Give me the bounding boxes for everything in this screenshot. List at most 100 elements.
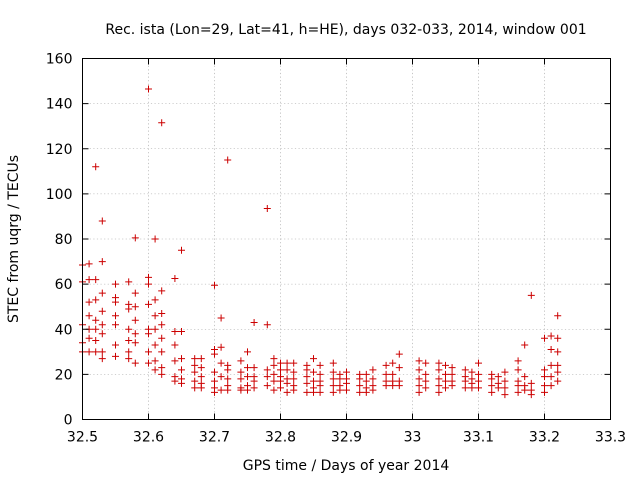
data-point bbox=[369, 375, 377, 383]
data-point bbox=[514, 388, 522, 396]
data-point bbox=[283, 359, 291, 367]
data-point bbox=[197, 384, 205, 392]
data-point bbox=[178, 355, 185, 363]
data-point bbox=[448, 364, 456, 372]
data-point bbox=[158, 370, 166, 378]
data-point bbox=[92, 325, 100, 333]
data-point bbox=[541, 334, 548, 342]
x-tick-label: 32.7 bbox=[199, 430, 230, 446]
data-point bbox=[336, 375, 344, 383]
data-point bbox=[224, 156, 232, 164]
data-point bbox=[277, 384, 284, 392]
data-point bbox=[422, 359, 430, 367]
data-point bbox=[395, 382, 403, 390]
data-point bbox=[244, 386, 251, 394]
data-point bbox=[277, 366, 284, 374]
data-point bbox=[369, 386, 377, 394]
data-point bbox=[151, 296, 159, 304]
data-point bbox=[191, 368, 199, 376]
data-point bbox=[521, 341, 529, 349]
data-point bbox=[382, 370, 390, 378]
data-point bbox=[329, 388, 337, 396]
data-point bbox=[131, 316, 139, 324]
data-point bbox=[356, 382, 364, 390]
data-point bbox=[178, 246, 185, 254]
data-point bbox=[494, 384, 502, 392]
x-tick-label: 33.2 bbox=[529, 430, 560, 446]
data-point bbox=[92, 316, 100, 324]
y-tick-label: 0 bbox=[64, 413, 73, 429]
data-point bbox=[131, 303, 139, 311]
x-tick-label: 32.5 bbox=[67, 430, 98, 446]
data-point bbox=[92, 337, 100, 345]
y-tick-label: 160 bbox=[46, 52, 73, 68]
data-point bbox=[244, 364, 251, 372]
data-point bbox=[270, 377, 278, 385]
data-point bbox=[389, 382, 397, 390]
data-point bbox=[514, 357, 522, 365]
data-point bbox=[422, 370, 430, 378]
data-point bbox=[98, 348, 106, 356]
data-point bbox=[250, 364, 258, 372]
x-tick-label: 32.8 bbox=[265, 430, 296, 446]
data-point bbox=[197, 355, 205, 363]
data-point bbox=[422, 377, 430, 385]
data-point bbox=[521, 386, 529, 394]
data-point bbox=[92, 276, 100, 284]
data-point bbox=[382, 382, 390, 390]
data-point bbox=[547, 361, 555, 369]
data-point bbox=[290, 368, 298, 376]
data-point bbox=[488, 388, 496, 396]
data-point bbox=[244, 348, 251, 356]
data-point bbox=[475, 359, 482, 367]
data-point bbox=[112, 352, 119, 360]
data-point bbox=[277, 359, 284, 367]
data-point bbox=[329, 368, 337, 376]
data-point bbox=[85, 260, 93, 268]
data-point bbox=[191, 355, 199, 363]
data-point bbox=[389, 359, 397, 367]
data-point bbox=[343, 368, 350, 376]
data-point bbox=[461, 377, 469, 385]
data-point bbox=[98, 289, 106, 297]
data-point bbox=[158, 334, 166, 342]
data-point bbox=[547, 373, 555, 381]
data-point bbox=[461, 384, 469, 392]
data-point bbox=[303, 388, 311, 396]
chart-title: Rec. ista (Lon=29, Lat=41, h=HE), days 0… bbox=[105, 22, 586, 38]
data-point bbox=[112, 321, 119, 329]
data-point bbox=[270, 370, 278, 378]
data-point bbox=[283, 366, 291, 374]
data-point bbox=[250, 377, 258, 385]
data-point bbox=[151, 312, 159, 320]
data-point bbox=[211, 388, 218, 396]
data-point bbox=[395, 364, 403, 372]
data-point bbox=[435, 359, 443, 367]
x-tick-label: 33 bbox=[404, 430, 422, 446]
data-point bbox=[501, 391, 509, 399]
data-point bbox=[277, 377, 284, 385]
data-point bbox=[362, 388, 370, 396]
y-tick-label: 60 bbox=[55, 277, 73, 293]
data-point bbox=[211, 368, 218, 376]
data-point bbox=[547, 346, 555, 354]
data-point bbox=[356, 375, 364, 383]
data-point bbox=[145, 359, 152, 367]
data-point bbox=[211, 281, 218, 289]
data-point bbox=[362, 370, 370, 378]
data-point bbox=[158, 309, 166, 317]
data-point bbox=[131, 330, 139, 338]
data-point bbox=[263, 366, 271, 374]
data-point bbox=[191, 384, 199, 392]
data-point bbox=[131, 289, 139, 297]
data-point bbox=[125, 325, 133, 333]
data-point bbox=[554, 377, 562, 385]
data-point bbox=[171, 328, 179, 336]
data-point bbox=[270, 386, 278, 394]
data-point bbox=[422, 384, 430, 392]
data-point bbox=[554, 361, 562, 369]
data-point bbox=[435, 382, 443, 390]
data-point bbox=[521, 373, 529, 381]
y-tick-label: 120 bbox=[46, 142, 73, 158]
